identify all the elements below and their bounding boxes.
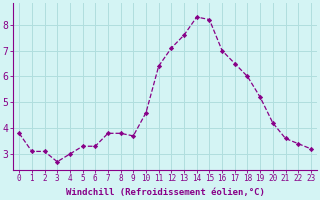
- X-axis label: Windchill (Refroidissement éolien,°C): Windchill (Refroidissement éolien,°C): [66, 188, 264, 197]
